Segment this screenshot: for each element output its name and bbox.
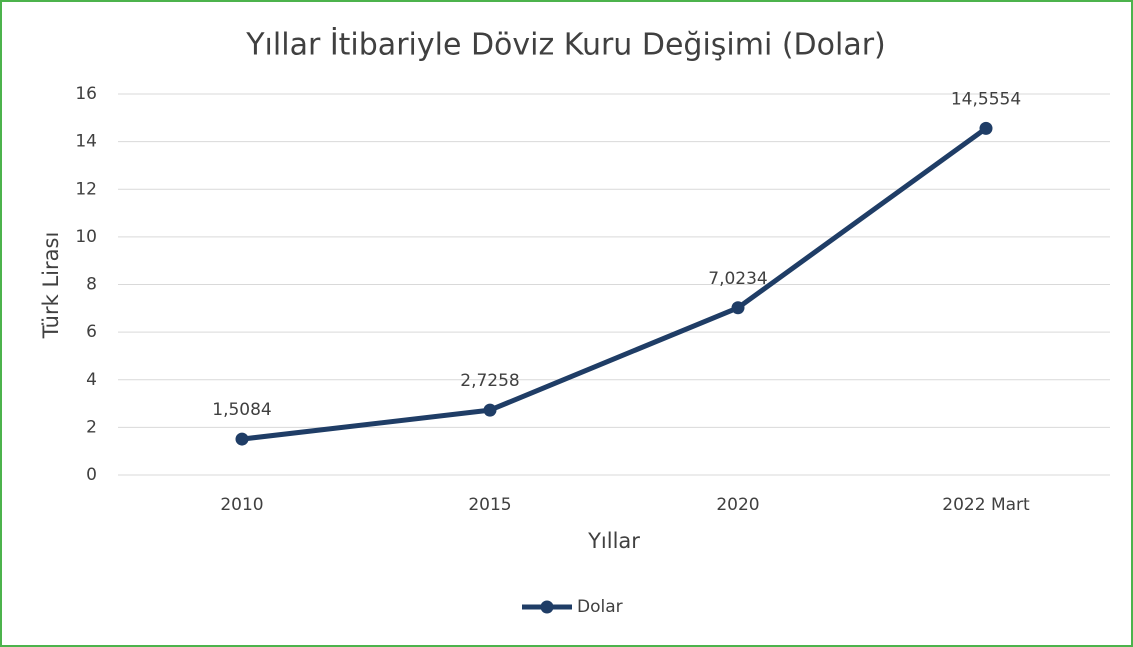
y-tick-label: 12 [75,179,97,199]
y-tick-label: 8 [86,275,97,295]
legend-label: Dolar [577,597,623,617]
legend-marker [540,600,554,614]
x-axis-label: Yıllar [587,529,640,553]
data-label: 2,7258 [460,371,519,391]
x-tick-label: 2015 [468,495,511,515]
x-tick-label: 2022 Mart [942,495,1030,515]
data-point [483,403,497,417]
y-tick-label: 0 [86,465,97,485]
y-tick-label: 14 [75,132,97,152]
data-point [731,301,745,315]
y-tick-label: 2 [86,417,97,437]
data-label: 7,0234 [708,269,767,289]
x-tick-label: 2010 [220,495,263,515]
x-tick-label: 2020 [716,495,759,515]
y-tick-label: 6 [86,322,97,342]
data-point [235,432,249,446]
data-label: 1,5084 [212,400,271,420]
y-axis-label: Türk Lirası [39,232,63,340]
y-tick-label: 4 [86,370,97,390]
y-tick-label: 10 [75,227,97,247]
data-label: 14,5554 [951,89,1021,109]
y-tick-label: 16 [75,84,97,104]
data-line [241,126,988,442]
chart-title: Yıllar İtibariyle Döviz Kuru Değişimi (D… [245,27,886,63]
data-point [979,121,993,135]
